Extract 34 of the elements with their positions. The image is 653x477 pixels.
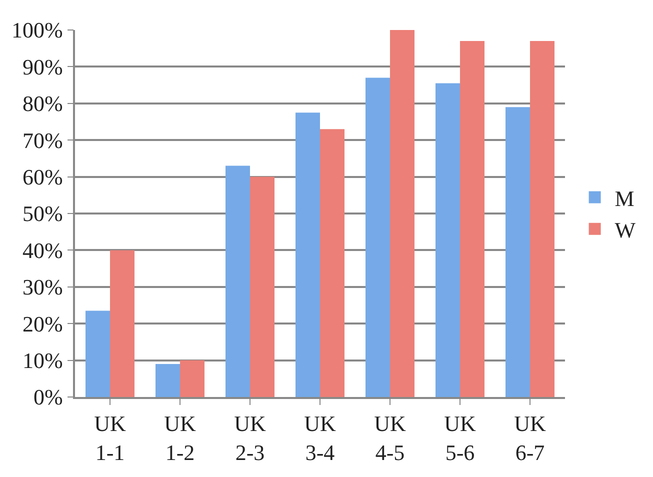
x-tick-label: UK 2-3 [234, 411, 266, 465]
y-tick-label: 80% [22, 91, 63, 116]
bar [436, 83, 460, 397]
y-tick-label: 70% [22, 128, 63, 153]
bar [296, 112, 320, 397]
x-tick-label: UK 4-5 [374, 411, 406, 465]
legend-label: W [614, 217, 636, 242]
x-tick-label: UK 6-7 [514, 411, 546, 465]
bar [390, 30, 414, 397]
x-tick-label: UK 1-2 [164, 411, 196, 465]
bar [530, 41, 554, 397]
x-tick-label: UK 3-4 [304, 411, 336, 465]
bar [226, 166, 250, 397]
x-tick-label: UK 1-1 [94, 411, 126, 465]
y-tick-label: 40% [22, 238, 63, 263]
bar [320, 129, 344, 397]
y-tick-label: 0% [34, 384, 63, 410]
x-tick-label: UK 5-6 [444, 411, 476, 465]
y-tick-label: 90% [22, 54, 63, 80]
y-tick-label: 10% [22, 348, 63, 373]
bar [250, 176, 274, 397]
bar [180, 360, 204, 397]
bar [506, 107, 530, 397]
y-tick-label: 50% [22, 201, 63, 226]
y-tick-label: 30% [22, 274, 63, 300]
bar [156, 364, 180, 397]
y-tick-label: 20% [22, 311, 63, 336]
y-tick-label: 60% [22, 164, 63, 190]
bar [86, 310, 110, 397]
legend-label: M [614, 186, 634, 211]
y-tick-label: 100% [12, 18, 63, 43]
bar [110, 250, 134, 397]
bar [460, 41, 484, 397]
bar [366, 78, 390, 397]
